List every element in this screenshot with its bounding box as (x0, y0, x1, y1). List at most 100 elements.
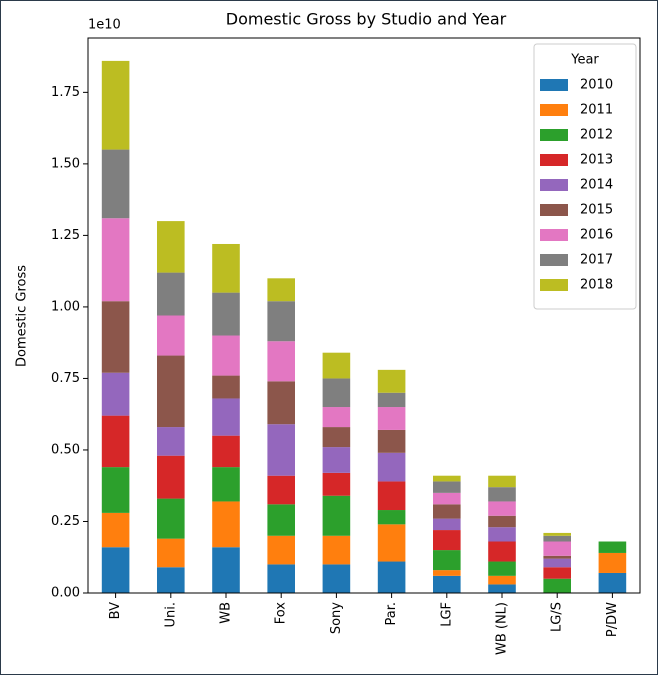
bar-segment (322, 564, 351, 593)
x-tick-label: P/DW (605, 602, 620, 637)
bar-segment (157, 355, 185, 428)
bar-segment (267, 504, 295, 536)
bar-segment (377, 392, 406, 408)
legend-swatch (540, 179, 568, 191)
bar-segment (433, 518, 461, 531)
legend-label: 2010 (580, 78, 613, 93)
bar-segment (101, 301, 130, 373)
bar-segment (101, 218, 130, 302)
bar-segment (212, 375, 240, 399)
bar-segment (267, 278, 295, 302)
legend-swatch (540, 254, 568, 266)
bar-segment (157, 538, 185, 568)
legend-swatch (540, 279, 568, 291)
legend-label: 2012 (580, 128, 613, 143)
x-tick-label: WB (219, 602, 234, 624)
legend-label: 2011 (580, 103, 613, 118)
bar-segment (157, 455, 185, 499)
bar-segment (101, 512, 130, 548)
legend-label: 2018 (580, 278, 613, 293)
bar-segment (322, 495, 351, 536)
bar-segment (488, 575, 516, 585)
bar-segment (322, 472, 351, 496)
x-tick-label: BV (108, 602, 123, 620)
bar-segment (101, 60, 130, 150)
bar-segment (267, 301, 295, 342)
bar-segment (212, 547, 240, 593)
bar-segment (267, 564, 295, 593)
legend-label: 2017 (580, 253, 613, 268)
bar-segment (322, 378, 351, 408)
bar-segment (598, 541, 627, 553)
plot-frame (87, 37, 641, 594)
bar-segment (322, 352, 351, 379)
legend-swatch (540, 154, 568, 166)
bar-segment (212, 467, 240, 502)
bar-segment (543, 578, 571, 593)
bar-segment (267, 381, 295, 425)
bar-segment (322, 535, 351, 565)
bar-segment (543, 555, 571, 559)
legend-label: 2015 (580, 203, 613, 218)
bar-segment (488, 515, 516, 528)
bar-segment (488, 475, 516, 488)
bar-segment (433, 570, 461, 576)
bar-segment (267, 535, 295, 565)
bar-segment (377, 481, 406, 511)
bar-segment (488, 541, 516, 562)
bar-segment (598, 552, 627, 573)
bar-segment (212, 243, 240, 293)
legend-swatch (540, 104, 568, 116)
bar-segment (101, 372, 130, 416)
bar-segment (212, 335, 240, 376)
legend-label: 2013 (580, 153, 613, 168)
bar-segment (433, 550, 461, 571)
bar-segment (157, 221, 185, 273)
y-tick-label: 1.00 (51, 299, 80, 314)
bar-segment (101, 547, 130, 593)
bar-segment (488, 527, 516, 542)
bar-segment (377, 524, 406, 562)
bar-segment (433, 575, 461, 593)
bar-segment (267, 341, 295, 382)
bar-segment (377, 561, 406, 593)
y-tick-label: 0.75 (51, 371, 80, 386)
x-tick-label: Fox (274, 602, 289, 625)
y-tick-label: 1.50 (51, 156, 80, 171)
bar-segment (101, 415, 130, 468)
bar-segment (322, 447, 351, 473)
x-tick-label: Sony (329, 602, 344, 634)
bar-segment (543, 541, 571, 556)
bar-segment (377, 510, 406, 525)
bar-segment (488, 561, 516, 576)
x-tick-label: Par. (384, 602, 399, 626)
bar-segment (157, 315, 185, 356)
bar-segment (212, 501, 240, 548)
bar-segment (377, 407, 406, 430)
bar-segment (377, 369, 406, 393)
y-tick-label: 0.00 (51, 586, 80, 601)
bar-segment (543, 567, 571, 579)
x-tick-label: LG/S (550, 602, 565, 632)
bar-segment (322, 427, 351, 448)
bar-segment (267, 475, 295, 505)
bar-segment (157, 498, 185, 539)
bar-segment (157, 272, 185, 316)
bar-segment (377, 429, 406, 453)
y-tick-label: 0.50 (51, 442, 80, 457)
bar-segment (433, 492, 461, 505)
y-tick-label: 1.25 (51, 228, 80, 243)
bar-segment (543, 535, 571, 542)
bar-segment (543, 532, 571, 536)
bar-segment (433, 475, 461, 482)
y-axis-label: Domestic Gross (15, 265, 30, 367)
bar-segment (101, 149, 130, 219)
bar-segment (212, 292, 240, 336)
legend-swatch (540, 229, 568, 241)
bar-segment (488, 501, 516, 516)
bar-segment (377, 452, 406, 482)
legend-swatch (540, 79, 568, 91)
bar-segment (157, 567, 185, 593)
bar-segment (322, 407, 351, 428)
